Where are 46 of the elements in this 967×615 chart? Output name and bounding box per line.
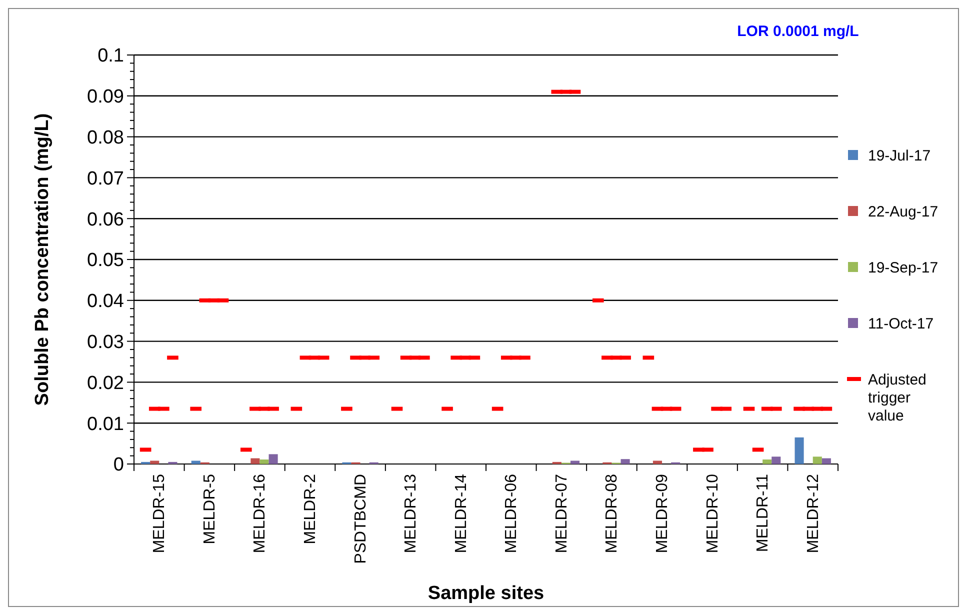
x-tick-label: MELDR-15 (151, 474, 168, 554)
y-tick-label: 0.1 (98, 46, 124, 67)
legend-label: 22-Aug-17 (868, 203, 938, 220)
bar (772, 456, 781, 464)
y-axis-title: Soluble Pb concentration (mg/L) (32, 113, 53, 406)
bar (620, 459, 630, 464)
bar (822, 458, 831, 464)
y-tick-label: 0.08 (87, 127, 124, 148)
bar (191, 460, 200, 464)
x-tick-label: PSDTBCMD (352, 474, 370, 564)
y-tick-label: 0 (113, 454, 124, 476)
bar (260, 460, 269, 464)
y-tick-label: 0.01 (87, 414, 124, 435)
x-tick-label: MELDR-12 (804, 474, 822, 554)
legend-label: Adjusted trigger value (868, 371, 926, 424)
y-tick-label: 0.02 (87, 372, 124, 394)
x-tick-label: MELDR-09 (654, 474, 671, 554)
x-tick-label: MELDR-11 (754, 474, 772, 552)
bar (794, 437, 804, 464)
bar (762, 460, 772, 464)
y-tick-label: 0.05 (87, 250, 124, 272)
x-tick-label: MELDR-2 (302, 474, 319, 544)
bar (250, 458, 260, 464)
y-tick-label: 0.04 (87, 291, 124, 312)
y-tick-label: 0.07 (87, 168, 124, 190)
x-tick-label: MELDR-07 (553, 474, 570, 554)
x-axis-title: Sample sites (428, 583, 544, 604)
x-tick-label: MELDR-16 (252, 474, 269, 554)
bar (150, 460, 160, 464)
legend-label: 11-Oct-17 (868, 315, 934, 332)
bar (268, 454, 278, 464)
bar (570, 460, 580, 464)
x-tick-label: MELDR-13 (402, 474, 420, 554)
y-tick-label: 0.09 (87, 86, 124, 108)
legend-label: 19-Jul-17 (868, 147, 931, 164)
x-tick-label: MELDR-10 (704, 474, 722, 554)
x-tick-label: MELDR-06 (503, 474, 520, 554)
y-tick-label: 0.06 (87, 209, 124, 230)
legend-label: 19-Sep-17 (868, 259, 938, 276)
y-tick-label: 0.03 (87, 332, 124, 353)
text: LOR 0.0001 mg/L (737, 23, 859, 40)
x-tick-label: MELDR-5 (201, 474, 218, 544)
bar (812, 456, 822, 464)
x-tick-label: MELDR-08 (604, 474, 621, 554)
x-tick-label: MELDR-14 (452, 474, 470, 554)
bar (652, 460, 662, 464)
